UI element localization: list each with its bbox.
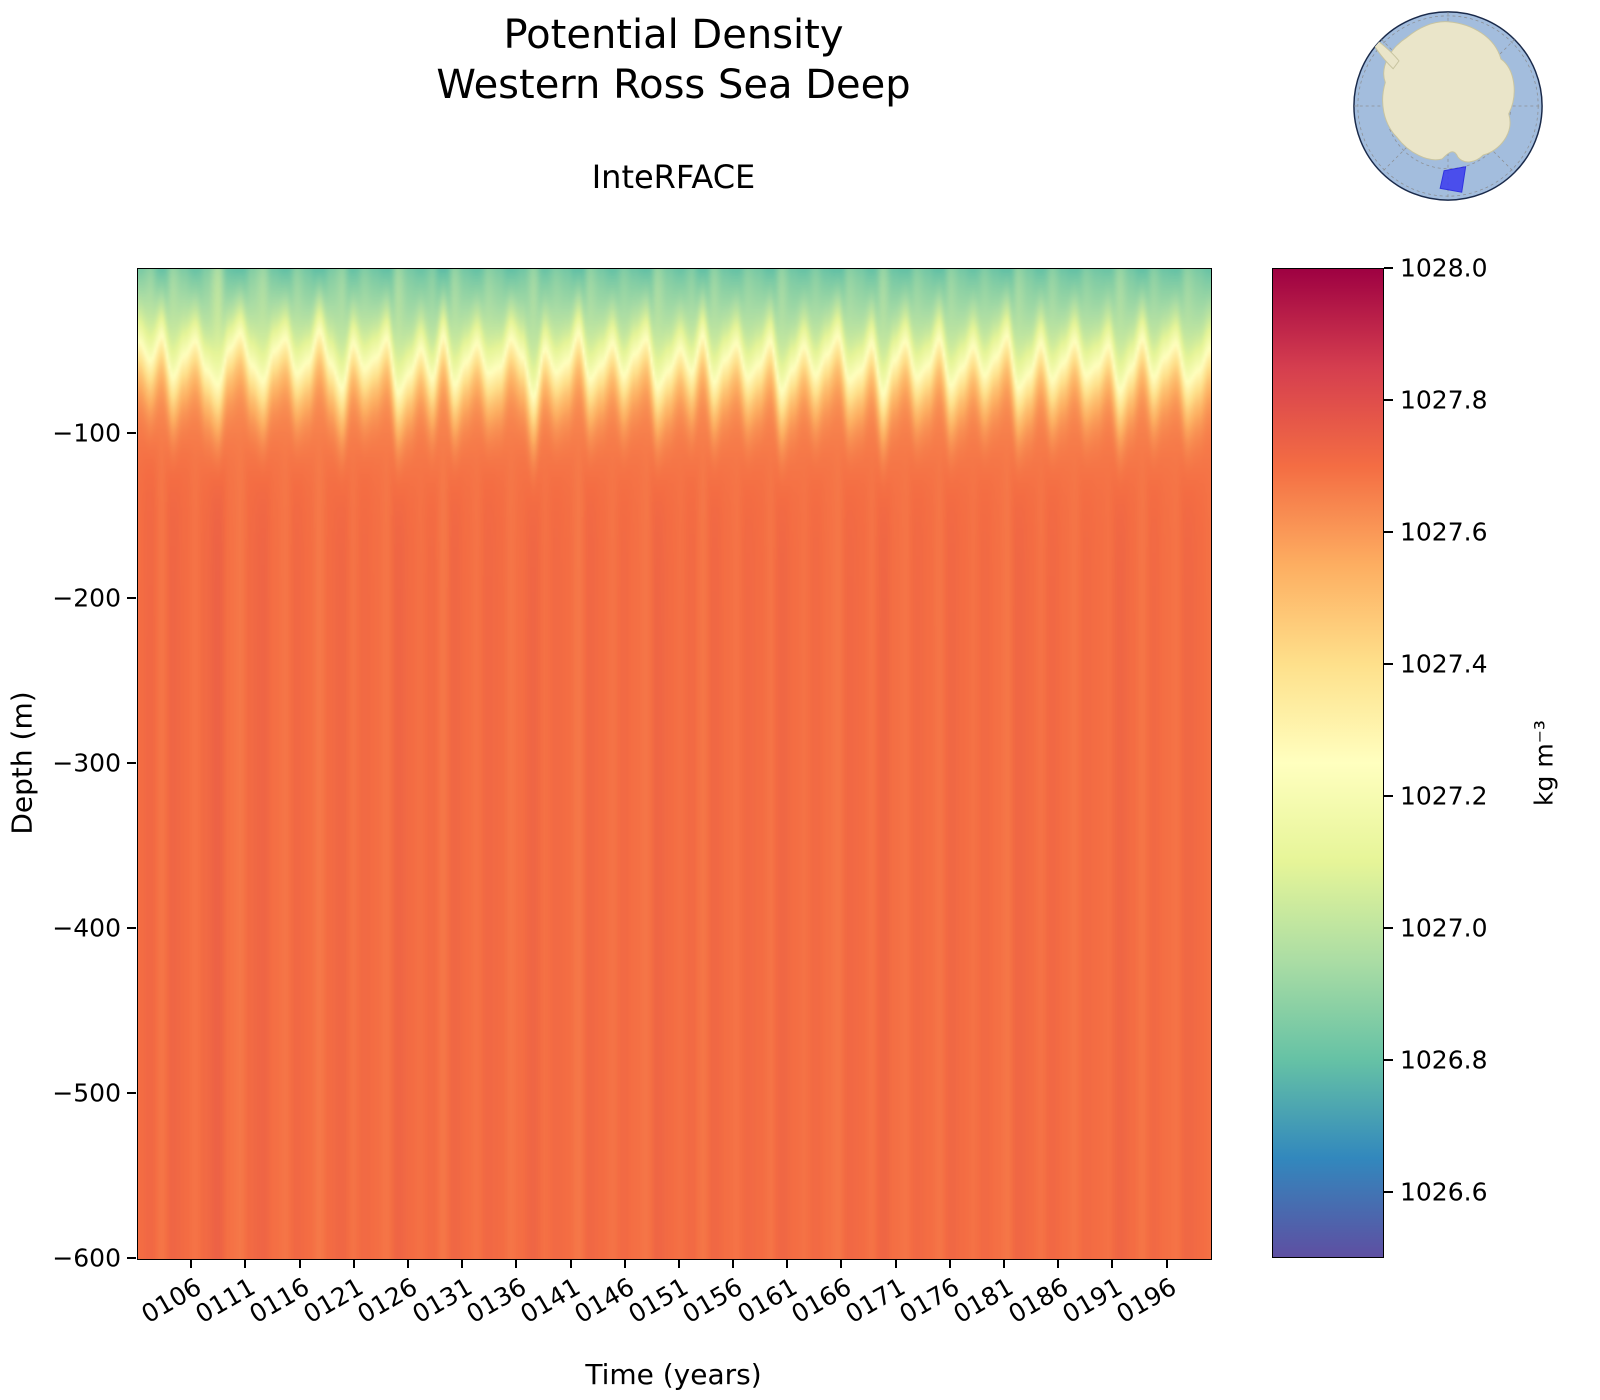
y-tick-label: −600 — [52, 1243, 121, 1273]
x-tick-mark — [569, 1259, 572, 1268]
x-tick-mark — [786, 1259, 789, 1268]
y-tick-mark — [127, 597, 136, 599]
x-tick-mark — [352, 1259, 355, 1268]
y-tick-mark — [127, 927, 136, 929]
colorbar-tick-mark — [1384, 531, 1393, 533]
colorbar-tick-label: 1027.8 — [1400, 385, 1488, 415]
antarctica-inset-map — [1353, 11, 1543, 201]
colorbar-tick-label: 1026.6 — [1400, 1177, 1488, 1207]
x-tick-mark — [1111, 1259, 1114, 1268]
x-tick-mark — [948, 1259, 951, 1268]
colorbar-tick-mark — [1384, 663, 1393, 665]
colorbar-tick-mark — [1384, 1191, 1393, 1193]
colorbar-tick-label: 1027.4 — [1400, 649, 1488, 679]
chart-title: Potential Density Western Ross Sea Deep — [137, 10, 1210, 110]
y-tick-mark — [127, 432, 136, 434]
x-tick-mark — [298, 1259, 301, 1268]
y-tick-mark — [127, 762, 136, 764]
colorbar-tick-label: 1027.2 — [1400, 781, 1488, 811]
x-tick-mark — [190, 1259, 193, 1268]
x-tick-mark — [1165, 1259, 1168, 1268]
colorbar — [1272, 268, 1384, 1258]
y-tick-label: −400 — [52, 913, 121, 943]
x-tick-mark — [623, 1259, 626, 1268]
colorbar-tick-mark — [1384, 1059, 1393, 1061]
x-tick-mark — [1003, 1259, 1006, 1268]
colorbar-tick-mark — [1384, 795, 1393, 797]
x-tick-mark — [461, 1259, 464, 1268]
chart-title-line1: Potential Density — [503, 12, 844, 58]
y-tick-mark — [127, 1092, 136, 1094]
y-tick-label: −300 — [52, 748, 121, 778]
region-highlight — [1439, 166, 1467, 193]
colorbar-label: kg m⁻³ — [1529, 720, 1559, 806]
colorbar-tick-label: 1027.0 — [1400, 913, 1488, 943]
y-tick-mark — [127, 1257, 136, 1259]
colorbar-tick-label: 1027.6 — [1400, 517, 1488, 547]
x-tick-mark — [840, 1259, 843, 1268]
x-tick-mark — [1057, 1259, 1060, 1268]
heatmap-canvas — [138, 269, 1211, 1259]
x-axis-label: Time (years) — [585, 1358, 762, 1391]
x-tick-mark — [406, 1259, 409, 1268]
heatmap-plot-area — [137, 268, 1212, 1260]
x-tick-mark — [732, 1259, 735, 1268]
x-tick-mark — [894, 1259, 897, 1268]
x-tick-mark — [244, 1259, 247, 1268]
chart-title-line2: Western Ross Sea Deep — [436, 62, 911, 108]
y-tick-label: −200 — [52, 583, 121, 613]
colorbar-tick-label: 1026.8 — [1400, 1045, 1488, 1075]
colorbar-tick-mark — [1384, 927, 1393, 929]
x-tick-mark — [515, 1259, 518, 1268]
colorbar-tick-label: 1028.0 — [1400, 253, 1488, 283]
y-tick-label: −500 — [52, 1078, 121, 1108]
x-tick-label: 0196 — [1111, 1272, 1182, 1329]
colorbar-tick-mark — [1384, 267, 1393, 269]
colorbar-tick-mark — [1384, 399, 1393, 401]
x-tick-mark — [677, 1259, 680, 1268]
chart-subtitle: InteRFACE — [591, 158, 756, 196]
y-tick-label: −100 — [52, 418, 121, 448]
